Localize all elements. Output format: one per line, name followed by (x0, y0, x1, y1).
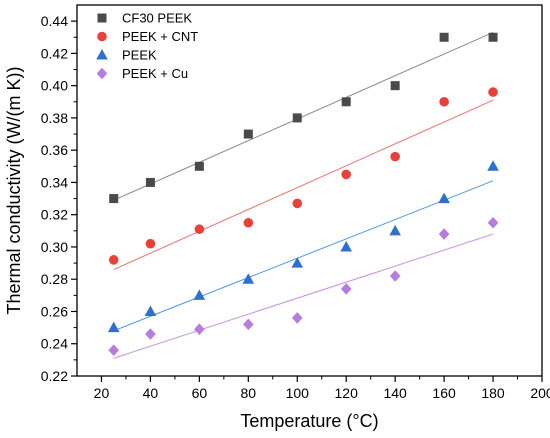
data-point (108, 255, 119, 265)
data-point (341, 169, 352, 180)
data-point (243, 217, 254, 228)
y-tick-label: 0.36 (41, 142, 68, 158)
fit-line (113, 99, 494, 270)
y-tick-label: 0.26 (41, 303, 68, 319)
data-point (487, 160, 499, 171)
data-point (109, 194, 119, 204)
data-point (243, 129, 253, 139)
y-tick-label: 0.24 (41, 336, 68, 352)
data-point (107, 321, 120, 333)
data-point (194, 224, 205, 235)
data-point (243, 318, 254, 331)
y-tick-label: 0.42 (41, 45, 68, 61)
y-tick-label: 0.30 (41, 239, 68, 255)
fit-line (113, 233, 494, 359)
legend: CF30 PEEK PEEK + CNT PEEK PEEK + Cu (96, 11, 198, 81)
legend-label: PEEK + Cu (122, 66, 188, 81)
data-point (488, 87, 498, 97)
data-point (341, 97, 351, 107)
data-point (291, 257, 304, 268)
data-point (292, 198, 303, 209)
data-point (438, 228, 450, 240)
x-tick-label: 140 (383, 385, 407, 401)
x-tick-label: 60 (192, 385, 208, 401)
data-point (145, 238, 156, 249)
data-point (487, 216, 499, 229)
x-tick-label: 200 (530, 385, 550, 401)
x-tick-label: 120 (335, 385, 359, 401)
x-tick-label: 180 (481, 385, 505, 401)
data-point (194, 161, 204, 171)
data-point (390, 81, 400, 91)
axis-ticks: 20 40 60 80 100 120 140 160 180 200 0.22 0.24 0.26 0.… (41, 13, 550, 401)
x-tick-label: 80 (241, 385, 257, 401)
data-point (145, 328, 156, 340)
legend-marker (97, 31, 107, 42)
fit-line (113, 180, 494, 332)
data-point (292, 113, 302, 123)
data-point (438, 192, 450, 204)
plot-frame (76, 4, 543, 377)
y-tick-label: 0.28 (41, 271, 68, 287)
data-points (107, 32, 499, 356)
data-point (389, 224, 401, 236)
x-axis-title: Temperature (°C) (240, 411, 378, 431)
legend-marker (96, 67, 108, 80)
x-tick-label: 40 (143, 385, 159, 401)
x-tick-label: 100 (286, 385, 310, 401)
data-point (194, 323, 205, 336)
x-tick-label: 160 (432, 385, 456, 401)
data-point (390, 151, 400, 162)
y-tick-label: 0.32 (41, 207, 68, 223)
fit-lines (113, 31, 494, 359)
legend-marker (97, 13, 107, 23)
legend-label: CF30 PEEK (122, 11, 192, 26)
data-point (144, 305, 157, 316)
y-tick-label: 0.40 (41, 78, 68, 94)
data-point (439, 96, 449, 107)
fit-line (113, 31, 494, 201)
data-point (291, 312, 303, 324)
data-point (340, 283, 352, 295)
y-tick-label: 0.34 (41, 174, 68, 190)
data-point (145, 177, 155, 187)
data-point (340, 240, 353, 252)
y-tick-label: 0.22 (41, 368, 68, 384)
legend-marker (96, 49, 108, 60)
data-point (488, 32, 498, 42)
data-point (108, 344, 120, 356)
data-point (242, 273, 255, 284)
data-point (389, 270, 401, 282)
data-point (439, 32, 449, 42)
y-tick-label: 0.38 (41, 110, 68, 126)
data-point (193, 289, 206, 300)
x-tick-label: 20 (94, 385, 110, 401)
legend-label: PEEK + CNT (122, 29, 198, 44)
y-axis-title: Thermal conductivity (W/(m K)) (4, 66, 24, 314)
legend-label: PEEK (122, 48, 157, 63)
y-tick-label: 0.44 (41, 13, 68, 29)
